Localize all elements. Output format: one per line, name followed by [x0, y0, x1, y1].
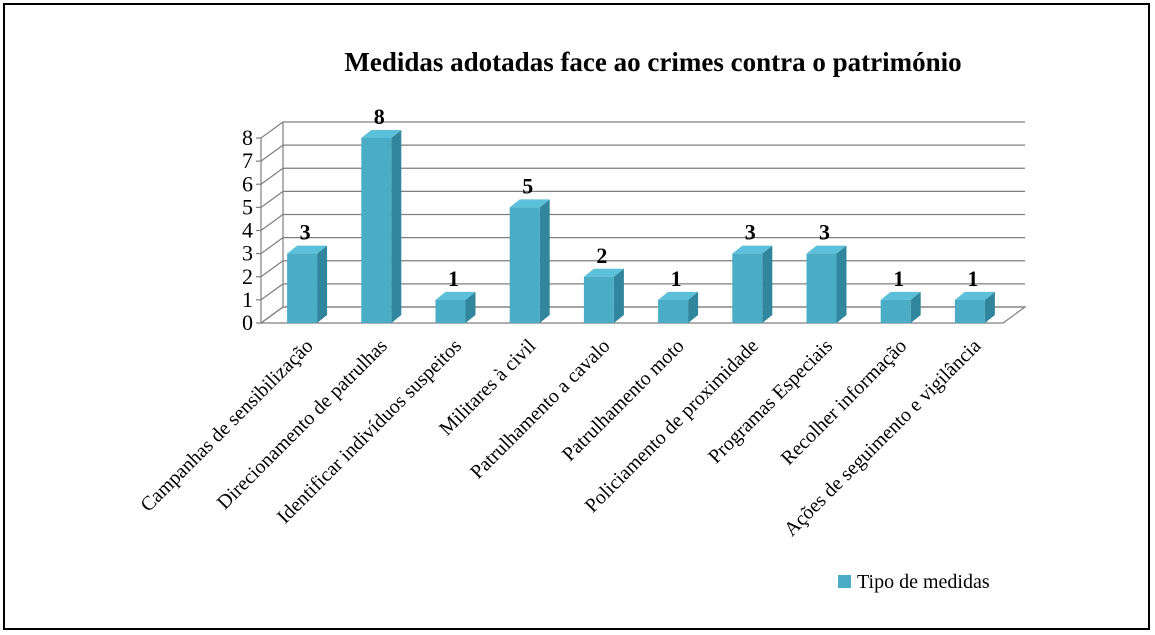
bar	[658, 291, 699, 323]
bar-side	[613, 268, 624, 323]
bar	[806, 245, 847, 323]
bar-front	[509, 207, 540, 323]
bar-front	[806, 253, 837, 323]
y-tick-label: 8	[242, 125, 253, 150]
data-label: 1	[671, 266, 682, 291]
bar	[361, 130, 402, 323]
gridline	[260, 237, 1025, 255]
bar-top	[732, 245, 773, 254]
data-label: 3	[819, 220, 830, 245]
data-label: 3	[300, 220, 311, 245]
bar-side	[391, 130, 402, 323]
bar	[583, 268, 624, 323]
gridline	[260, 144, 1025, 162]
bar	[954, 291, 995, 323]
bar-chart: Medidas adotadas face ao crimes contra o…	[136, 47, 1027, 593]
category-label: Programas Especiais	[704, 335, 837, 468]
gridline	[260, 306, 1025, 324]
data-label: 8	[374, 104, 385, 129]
y-tick-label: 7	[242, 148, 253, 173]
bar-side	[762, 245, 773, 323]
y-tick-label: 4	[242, 218, 253, 243]
legend-label: Tipo de medidas	[857, 571, 990, 593]
category-labels: Campanhas de sensibilizaçãoDirecionament…	[136, 335, 985, 541]
bar-top	[435, 291, 476, 300]
y-tick-label: 1	[242, 287, 253, 312]
bar-top	[880, 291, 921, 300]
y-tick-label: 0	[242, 310, 253, 335]
bar-side	[688, 291, 699, 323]
bar	[435, 291, 476, 323]
category-label: Recolher informação	[777, 335, 912, 470]
bar-top	[583, 268, 624, 277]
bar-side	[465, 291, 476, 323]
chart-title: Medidas adotadas face ao crimes contra o…	[344, 47, 961, 77]
bar-side	[984, 291, 995, 323]
y-tick-label: 6	[242, 171, 253, 196]
gridline	[260, 190, 1025, 208]
gridline	[260, 260, 1025, 278]
bar-top	[509, 199, 550, 208]
gridlines	[260, 121, 1025, 324]
bar-top	[806, 245, 847, 254]
bar-top	[658, 291, 699, 300]
bar-top	[954, 291, 995, 300]
bars	[287, 130, 995, 323]
category-label: Patrulhamento a cavalo	[466, 335, 614, 483]
gridline	[260, 213, 1025, 231]
bar	[509, 199, 550, 323]
data-label: 1	[967, 266, 978, 291]
bar-side	[910, 291, 921, 323]
bar	[287, 245, 328, 323]
bar-front	[361, 138, 392, 323]
bar-side	[539, 199, 550, 323]
gridline	[260, 167, 1025, 185]
legend-swatch	[838, 575, 851, 588]
bar-side	[317, 245, 328, 323]
bar-front	[435, 299, 466, 323]
chart-frame: Medidas adotadas face ao crimes contra o…	[3, 3, 1150, 630]
data-labels: 3 8 1 5 2 1 3 3 1 1	[300, 104, 979, 291]
legend: Tipo de medidas	[838, 571, 990, 593]
bar	[880, 291, 921, 323]
gridline	[260, 121, 1025, 139]
bar	[732, 245, 773, 323]
data-label: 5	[522, 173, 533, 198]
data-label: 1	[893, 266, 904, 291]
bar-front	[732, 253, 763, 323]
data-label: 3	[745, 220, 756, 245]
bar-top	[287, 245, 328, 254]
gridline	[260, 283, 1025, 301]
bar-front	[658, 299, 689, 323]
y-tick-label: 5	[242, 194, 253, 219]
bar-front	[954, 299, 985, 323]
bar-side	[836, 245, 847, 323]
category-label: Patrulhamento moto	[558, 335, 689, 466]
bar-front	[880, 299, 911, 323]
y-tick-label: 3	[242, 241, 253, 266]
bar-top	[361, 130, 402, 138]
bar-front	[583, 276, 614, 323]
data-label: 1	[448, 266, 459, 291]
bar-front	[287, 253, 318, 323]
y-tick-label: 2	[242, 264, 253, 289]
data-label: 2	[596, 243, 607, 268]
